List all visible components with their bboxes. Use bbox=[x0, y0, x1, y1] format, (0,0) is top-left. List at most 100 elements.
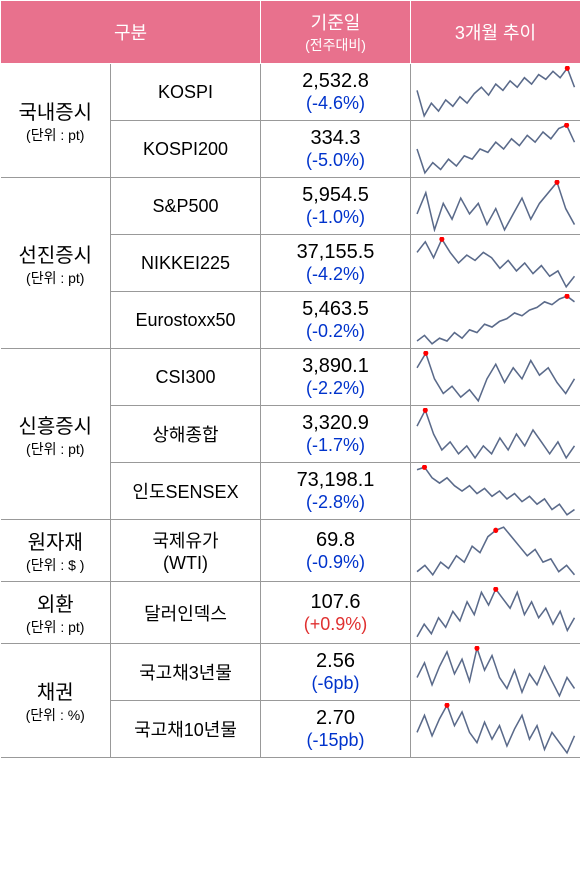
category-cell: 외환(단위 : pt) bbox=[1, 582, 111, 644]
sparkline-cell bbox=[411, 178, 580, 235]
category-cell: 국내증시(단위 : pt) bbox=[1, 64, 111, 178]
index-value: 5,463.5 bbox=[265, 298, 406, 321]
value-cell: 5,954.5(-1.0%) bbox=[261, 178, 411, 235]
sparkline-cell bbox=[411, 582, 580, 644]
index-value: 2.70 bbox=[265, 707, 406, 730]
category-name: 원자재 bbox=[5, 526, 107, 555]
table-row: 외환(단위 : pt)달러인덱스107.6(+0.9%) bbox=[1, 582, 580, 644]
sparkline-cell bbox=[411, 235, 580, 292]
sparkline bbox=[415, 123, 577, 175]
value-cell: 2.56(-6pb) bbox=[261, 644, 411, 701]
category-unit: (단위 : pt) bbox=[5, 617, 107, 637]
index-change: (-2.2%) bbox=[265, 378, 406, 399]
category-name: 국내증시 bbox=[5, 96, 107, 125]
index-label: 인도SENSEX bbox=[111, 463, 261, 520]
index-value: 37,155.5 bbox=[265, 241, 406, 264]
sparkline bbox=[415, 408, 577, 460]
sparkline bbox=[415, 180, 577, 232]
sparkline bbox=[415, 646, 577, 698]
index-change: (+0.9%) bbox=[265, 614, 406, 635]
index-value: 2,532.8 bbox=[265, 70, 406, 93]
index-label: NIKKEI225 bbox=[111, 235, 261, 292]
index-label: 상해종합 bbox=[111, 406, 261, 463]
table-row: 원자재(단위 : $ )국제유가(WTI)69.8(-0.9%) bbox=[1, 520, 580, 582]
sparkline bbox=[415, 237, 577, 289]
sparkline bbox=[415, 294, 577, 346]
index-change: (-2.8%) bbox=[265, 492, 406, 513]
index-label: 국고채10년물 bbox=[111, 701, 261, 758]
category-unit: (단위 : pt) bbox=[5, 125, 107, 145]
value-cell: 2,532.8(-4.6%) bbox=[261, 64, 411, 121]
sparkline-cell bbox=[411, 349, 580, 406]
index-value: 334.3 bbox=[265, 127, 406, 150]
category-unit: (단위 : pt) bbox=[5, 439, 107, 459]
index-value: 73,198.1 bbox=[265, 469, 406, 492]
sparkline-cell bbox=[411, 292, 580, 349]
market-table: 구분 기준일 (전주대비) 3개월 추이 국내증시(단위 : pt)KOSPI2… bbox=[0, 0, 580, 758]
category-cell: 신흥증시(단위 : pt) bbox=[1, 349, 111, 520]
table-row: 채권(단위 : %)국고채3년물2.56(-6pb) bbox=[1, 644, 580, 701]
category-name: 채권 bbox=[5, 676, 107, 705]
sparkline-cell bbox=[411, 644, 580, 701]
index-label: 달러인덱스 bbox=[111, 582, 261, 644]
sparkline bbox=[415, 66, 577, 118]
index-change: (-0.9%) bbox=[265, 552, 406, 573]
value-cell: 37,155.5(-4.2%) bbox=[261, 235, 411, 292]
index-value: 5,954.5 bbox=[265, 184, 406, 207]
category-cell: 원자재(단위 : $ ) bbox=[1, 520, 111, 582]
category-cell: 채권(단위 : %) bbox=[1, 644, 111, 758]
index-label: Eurostoxx50 bbox=[111, 292, 261, 349]
sparkline bbox=[415, 465, 577, 517]
index-change: (-4.2%) bbox=[265, 264, 406, 285]
sparkline-cell bbox=[411, 406, 580, 463]
category-unit: (단위 : pt) bbox=[5, 268, 107, 288]
sparkline-cell bbox=[411, 64, 580, 121]
index-label: KOSPI200 bbox=[111, 121, 261, 178]
category-unit: (단위 : %) bbox=[5, 705, 107, 725]
index-change: (-5.0%) bbox=[265, 150, 406, 171]
value-cell: 73,198.1(-2.8%) bbox=[261, 463, 411, 520]
value-cell: 2.70(-15pb) bbox=[261, 701, 411, 758]
header-baseline: 기준일 (전주대비) bbox=[261, 1, 411, 64]
category-name: 외환 bbox=[5, 588, 107, 617]
sparkline-cell bbox=[411, 701, 580, 758]
value-cell: 334.3(-5.0%) bbox=[261, 121, 411, 178]
index-label: S&P500 bbox=[111, 178, 261, 235]
index-value: 107.6 bbox=[265, 591, 406, 614]
index-label: KOSPI bbox=[111, 64, 261, 121]
index-value: 2.56 bbox=[265, 650, 406, 673]
index-label: CSI300 bbox=[111, 349, 261, 406]
index-change: (-1.7%) bbox=[265, 435, 406, 456]
index-label: 국고채3년물 bbox=[111, 644, 261, 701]
table-row: 신흥증시(단위 : pt)CSI3003,890.1(-2.2%) bbox=[1, 349, 580, 406]
index-change: (-15pb) bbox=[265, 730, 406, 751]
sparkline-cell bbox=[411, 520, 580, 582]
index-change: (-6pb) bbox=[265, 673, 406, 694]
sparkline bbox=[415, 703, 577, 755]
index-value: 69.8 bbox=[265, 529, 406, 552]
category-name: 선진증시 bbox=[5, 239, 107, 268]
header-trend: 3개월 추이 bbox=[411, 1, 580, 64]
value-cell: 69.8(-0.9%) bbox=[261, 520, 411, 582]
value-cell: 3,320.9(-1.7%) bbox=[261, 406, 411, 463]
sparkline-cell bbox=[411, 121, 580, 178]
index-change: (-0.2%) bbox=[265, 321, 406, 342]
header-category: 구분 bbox=[1, 1, 261, 64]
index-value: 3,890.1 bbox=[265, 355, 406, 378]
header-row: 구분 기준일 (전주대비) 3개월 추이 bbox=[1, 1, 580, 64]
sparkline bbox=[415, 587, 577, 639]
sparkline bbox=[415, 351, 577, 403]
table-row: 국내증시(단위 : pt)KOSPI2,532.8(-4.6%) bbox=[1, 64, 580, 121]
category-cell: 선진증시(단위 : pt) bbox=[1, 178, 111, 349]
index-change: (-1.0%) bbox=[265, 207, 406, 228]
index-value: 3,320.9 bbox=[265, 412, 406, 435]
table-row: 선진증시(단위 : pt)S&P5005,954.5(-1.0%) bbox=[1, 178, 580, 235]
category-name: 신흥증시 bbox=[5, 410, 107, 439]
value-cell: 3,890.1(-2.2%) bbox=[261, 349, 411, 406]
category-unit: (단위 : $ ) bbox=[5, 555, 107, 575]
sparkline-cell bbox=[411, 463, 580, 520]
index-change: (-4.6%) bbox=[265, 93, 406, 114]
value-cell: 5,463.5(-0.2%) bbox=[261, 292, 411, 349]
index-label: 국제유가(WTI) bbox=[111, 520, 261, 582]
sparkline bbox=[415, 525, 577, 577]
